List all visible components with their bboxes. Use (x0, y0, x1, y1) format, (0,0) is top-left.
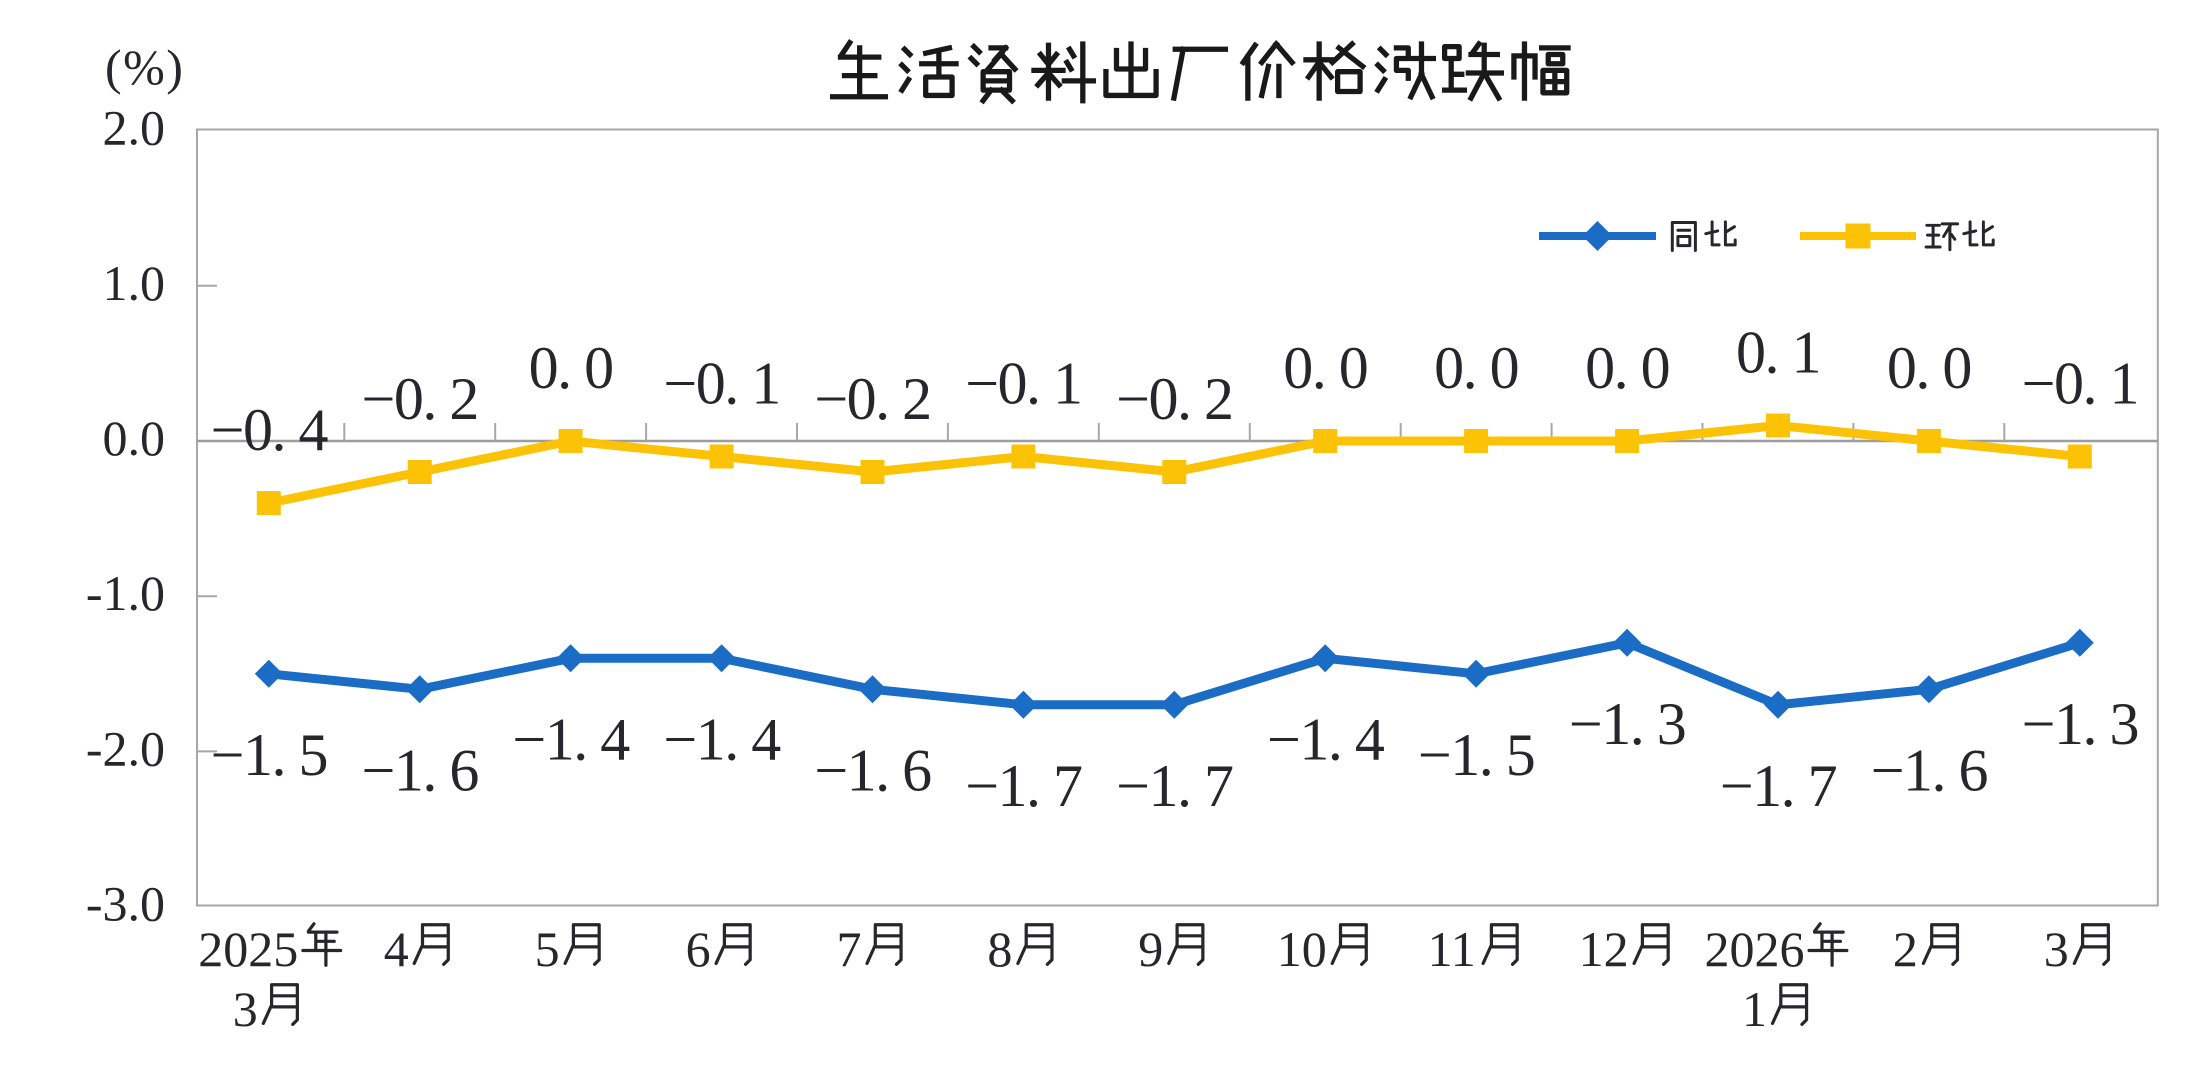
svg-text:−1. 4: −1. 4 (1267, 706, 1385, 772)
svg-text:0. 0: 0. 0 (1585, 335, 1669, 401)
svg-text:−1. 6: −1. 6 (362, 737, 479, 803)
svg-text:−0. 2: −0. 2 (1116, 366, 1232, 432)
svg-text:10: 10 (1277, 921, 1327, 977)
svg-text:1.0: 1.0 (103, 255, 166, 311)
svg-text:0. 0: 0. 0 (1434, 335, 1518, 401)
svg-text:−0. 1: −0. 1 (663, 351, 779, 417)
svg-text:-1.0: -1.0 (86, 565, 165, 621)
svg-text:0. 0: 0. 0 (1887, 335, 1971, 401)
svg-text:11: 11 (1428, 921, 1476, 977)
svg-text:3: 3 (233, 981, 258, 1037)
svg-text:-3.0: -3.0 (86, 876, 165, 932)
svg-text:−1. 3: −1. 3 (2022, 691, 2138, 757)
svg-text:0. 0: 0. 0 (1283, 335, 1367, 401)
svg-text:5: 5 (535, 921, 560, 977)
svg-text:−1. 6: −1. 6 (1871, 737, 1988, 803)
svg-text:0. 0: 0. 0 (529, 335, 613, 401)
svg-text:−1. 5: −1. 5 (1418, 722, 1534, 788)
svg-text:−1. 7: −1. 7 (1720, 753, 1837, 819)
svg-text:9: 9 (1138, 921, 1163, 977)
svg-text:2025: 2025 (198, 921, 298, 977)
svg-text:−1. 5: −1. 5 (211, 722, 327, 788)
svg-text:−1. 4: −1. 4 (663, 706, 781, 772)
svg-text:2: 2 (1893, 921, 1918, 977)
svg-text:4: 4 (384, 921, 409, 977)
svg-text:3: 3 (2044, 921, 2069, 977)
svg-text:2.0: 2.0 (103, 100, 166, 156)
svg-text:−0. 1: −0. 1 (2022, 351, 2138, 417)
svg-text:0. 1: 0. 1 (1736, 320, 1820, 386)
svg-text:8: 8 (987, 921, 1012, 977)
svg-text:(%): (%) (105, 39, 184, 95)
svg-text:−0. 2: −0. 2 (362, 366, 478, 432)
svg-text:12: 12 (1579, 921, 1629, 977)
svg-text:0.0: 0.0 (103, 410, 166, 466)
svg-text:2026: 2026 (1705, 921, 1805, 977)
svg-text:6: 6 (686, 921, 711, 977)
svg-text:7: 7 (837, 921, 862, 977)
svg-text:−1. 7: −1. 7 (1116, 753, 1233, 819)
svg-text:1: 1 (1742, 981, 1767, 1037)
svg-text:−1. 3: −1. 3 (1569, 691, 1685, 757)
svg-text:−0. 2: −0. 2 (814, 366, 930, 432)
svg-text:−1. 6: −1. 6 (814, 737, 931, 803)
svg-text:−0. 4: −0. 4 (211, 397, 329, 463)
svg-text:-2.0: -2.0 (86, 720, 165, 776)
svg-text:−1. 4: −1. 4 (512, 706, 630, 772)
svg-text:−1. 7: −1. 7 (965, 753, 1082, 819)
svg-text:−0. 1: −0. 1 (965, 351, 1081, 417)
